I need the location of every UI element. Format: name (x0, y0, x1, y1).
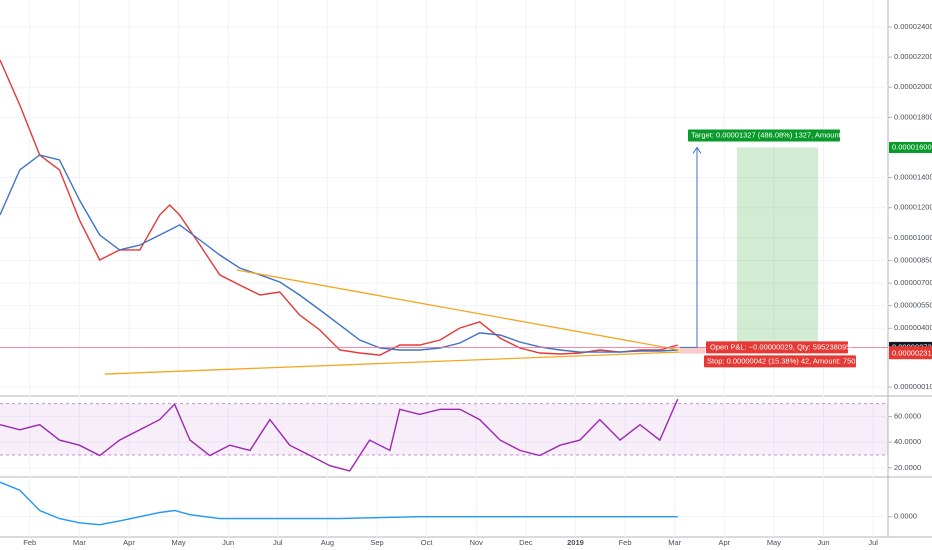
y-tick-label: 0.00000700 (894, 278, 932, 287)
x-tick-label: Aug (321, 538, 334, 547)
x-tick-label: Mar (668, 538, 681, 547)
pnl-label: Open P&L: −0.00000029, Qty: 595238095 (710, 342, 850, 351)
x-tick-label: May (767, 538, 781, 547)
target-label-box (688, 129, 840, 142)
stop-zone (680, 347, 705, 354)
y-tick-label: 0.00000400 (894, 323, 932, 332)
x-tick-label: Apr (718, 538, 730, 547)
y-tick-label: 40.0000 (894, 437, 921, 446)
x-tick-label: Oct (421, 538, 434, 547)
x-tick-label: Jul (273, 538, 283, 547)
y-tick-label: 0.00001800 (894, 112, 932, 121)
y-tick-label: 0.00000550 (894, 301, 932, 310)
series-line (0, 154, 678, 353)
series-line (0, 481, 678, 526)
x-tick-label: Jun (222, 538, 234, 547)
y-tick-label: 0.00001000 (894, 233, 932, 242)
price-badge-label: 0.00000231 (892, 349, 932, 358)
y-tick-label: 20.0000 (894, 463, 921, 472)
x-tick-label: Jun (817, 538, 829, 547)
y-tick-label: 0.00001200 (894, 203, 932, 212)
price-badge (889, 348, 932, 360)
series-line (0, 59, 678, 356)
x-tick-label: Mar (73, 538, 86, 547)
stop-label: Stop: 0.00000042 (15.38%) 42, Amount: 75… (707, 356, 855, 365)
x-tick-label: 2019 (567, 538, 584, 547)
trendline (104, 351, 680, 375)
y-tick-label: 60.0000 (894, 411, 921, 420)
x-tick-label: Apr (123, 538, 135, 547)
x-tick-label: May (172, 538, 186, 547)
y-tick-label: 0.00002400 (894, 22, 932, 31)
stop-label-box (704, 355, 856, 368)
projection-arrow (680, 146, 702, 348)
pnl-label-box (706, 341, 848, 354)
price-badge-label: 0.00001600 (892, 142, 932, 151)
y-tick-label: 0.0000 (894, 512, 917, 521)
x-tick-label: Sep (370, 538, 383, 547)
y-tick-label: 0.00001400 (894, 173, 932, 182)
x-tick-label: Nov (470, 538, 484, 547)
x-tick-label: Feb (619, 538, 632, 547)
y-tick-label: 0.00002000 (894, 82, 932, 91)
price-badge (889, 141, 932, 153)
x-tick-label: Dec (519, 538, 533, 547)
y-tick-label: 0.00000010 (894, 382, 932, 391)
x-tick-label: Jul (868, 538, 878, 547)
rsi-band (0, 403, 888, 455)
target-label: Target: 0.00001327 (486.08%) 1327, Amoun… (691, 130, 872, 139)
y-tick-label: 0.00002200 (894, 52, 932, 61)
target-zone (737, 147, 818, 348)
x-tick-label: Feb (23, 538, 36, 547)
y-tick-label: 0.00000850 (894, 255, 932, 264)
trendline (236, 269, 680, 351)
series-line (0, 398, 679, 472)
